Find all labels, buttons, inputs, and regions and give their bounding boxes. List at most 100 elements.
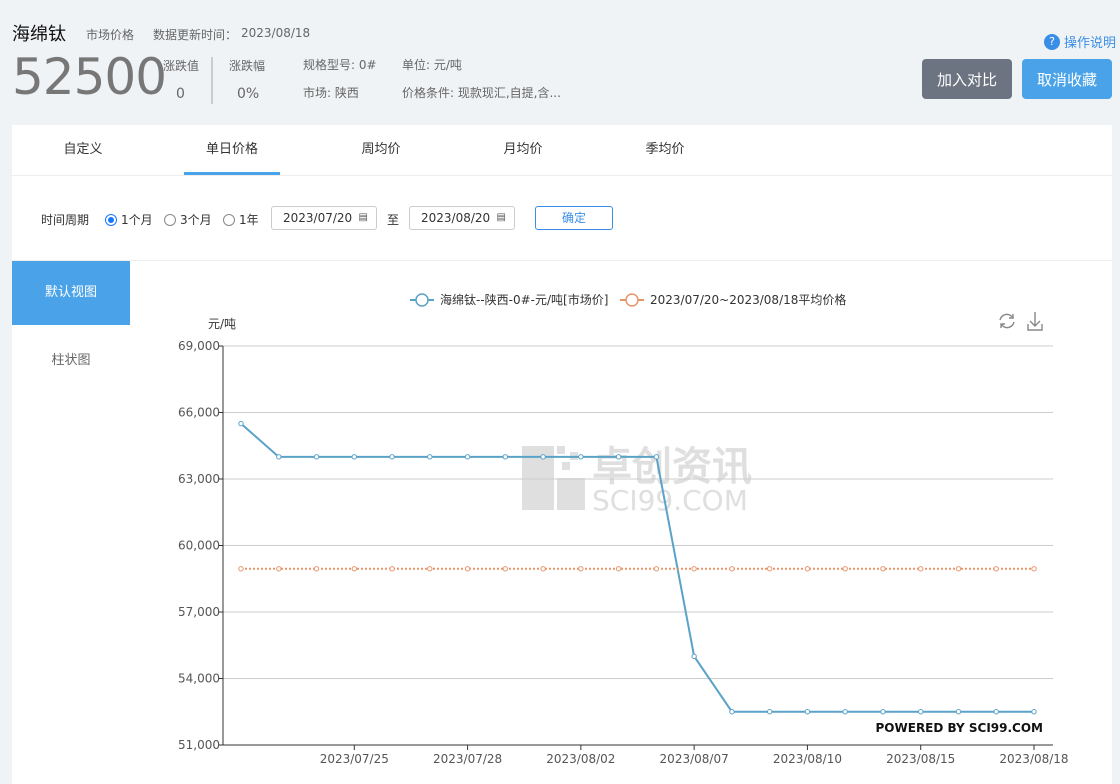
update-label: 数据更新时间：: [153, 28, 238, 42]
data-point[interactable]: [653, 566, 660, 572]
radio-3month[interactable]: 3个月: [164, 211, 212, 228]
radio-1month[interactable]: 1个月: [105, 211, 153, 228]
watermark-en: SCI99.COM: [592, 484, 748, 517]
data-point[interactable]: [313, 454, 320, 460]
change-value: 0: [176, 86, 185, 102]
data-point[interactable]: [540, 566, 546, 572]
data-point[interactable]: [993, 709, 999, 715]
y-tick-label: 51,000: [178, 738, 220, 752]
data-point[interactable]: [427, 454, 433, 460]
data-point[interactable]: [615, 454, 622, 460]
spec: 规格型号: 0#: [303, 58, 377, 72]
data-point[interactable]: [578, 566, 584, 572]
data-point[interactable]: [351, 454, 357, 460]
view-default[interactable]: 默认视图: [12, 261, 130, 325]
add-compare-button[interactable]: 加入对比: [922, 59, 1012, 99]
unfavorite-button[interactable]: 取消收藏: [1022, 59, 1112, 99]
start-date-input[interactable]: 2023/07/20 ▤: [271, 206, 377, 230]
data-point[interactable]: [880, 566, 886, 572]
data-point[interactable]: [804, 566, 811, 572]
data-point[interactable]: [1031, 709, 1037, 715]
start-date-value: 2023/07/20: [283, 211, 353, 225]
data-point[interactable]: [615, 566, 622, 572]
y-tick-label: 60,000: [178, 539, 220, 553]
download-icon[interactable]: [1027, 312, 1043, 331]
help-link[interactable]: ? 操作说明: [1043, 32, 1116, 51]
tab-custom[interactable]: 自定义: [63, 142, 103, 157]
data-point[interactable]: [502, 566, 509, 572]
data-point[interactable]: [653, 454, 660, 460]
data-point[interactable]: [351, 566, 357, 572]
market: 市场: 陕西: [303, 86, 359, 100]
data-point[interactable]: [389, 566, 395, 572]
data-point[interactable]: [427, 566, 433, 572]
x-tick-label: 2023/08/07: [660, 752, 729, 766]
tab-quarterly[interactable]: 季均价: [645, 142, 685, 157]
data-point[interactable]: [993, 566, 999, 572]
tab-daily[interactable]: 单日价格: [184, 125, 280, 175]
data-point[interactable]: [691, 653, 697, 660]
data-point[interactable]: [691, 566, 697, 572]
change-pct-value: 0%: [237, 86, 260, 102]
calendar-icon: ▤: [358, 212, 368, 223]
powered-by: POWERED BY SCI99.COM: [876, 721, 1043, 735]
x-tick-label: 2023/07/25: [320, 752, 389, 766]
end-date-input[interactable]: 2023/08/20 ▤: [409, 206, 515, 230]
data-point[interactable]: [955, 566, 962, 572]
data-point[interactable]: [502, 454, 509, 460]
tab-monthly[interactable]: 月均价: [503, 142, 543, 157]
change-pct-label: 涨跌幅: [229, 59, 266, 73]
data-point[interactable]: [578, 454, 584, 460]
data-point[interactable]: [276, 566, 282, 572]
data-point[interactable]: [238, 566, 244, 572]
radio-1year[interactable]: 1年: [223, 211, 259, 228]
y-tick-label: 57,000: [178, 605, 220, 619]
data-point[interactable]: [729, 566, 735, 572]
data-point[interactable]: [464, 454, 471, 460]
divider: [211, 57, 213, 104]
help-label: 操作说明: [1063, 36, 1116, 51]
x-tick-label: 2023/08/10: [773, 752, 842, 766]
data-point[interactable]: [766, 566, 773, 572]
refresh-icon[interactable]: [999, 313, 1015, 329]
data-point[interactable]: [804, 709, 811, 715]
data-point[interactable]: [464, 566, 471, 572]
x-tick-label: 2023/08/02: [546, 752, 615, 766]
data-point[interactable]: [389, 454, 395, 460]
watermark-cn: 卓创资讯: [592, 444, 752, 490]
update-date: 2023/08/18: [241, 26, 311, 40]
confirm-button[interactable]: 确定: [535, 206, 613, 230]
data-point[interactable]: [238, 420, 244, 427]
y-tick-label: 69,000: [178, 339, 220, 353]
legend-label[interactable]: 海绵钛--陕西-0#-元/吨[市场价]: [440, 292, 608, 307]
data-point[interactable]: [1031, 566, 1037, 572]
data-point[interactable]: [766, 709, 773, 715]
price-type: 市场价格: [86, 28, 135, 42]
data-point[interactable]: [955, 709, 962, 715]
option-label: 3个月: [180, 213, 212, 227]
y-axis-label: 元/吨: [208, 317, 236, 331]
data-point[interactable]: [313, 566, 320, 572]
data-point[interactable]: [540, 454, 546, 460]
x-tick-label: 2023/08/15: [886, 752, 955, 766]
question-icon: ?: [1043, 33, 1060, 50]
price-condition[interactable]: 价格条件: 现款现汇,自提,含...: [402, 86, 561, 100]
data-point[interactable]: [918, 566, 924, 572]
legend-label[interactable]: 2023/07/20~2023/08/18平均价格: [650, 292, 846, 307]
to-label: 至: [387, 213, 400, 227]
data-point[interactable]: [880, 709, 886, 715]
current-price: 52500: [12, 48, 167, 106]
tab-weekly[interactable]: 周均价: [361, 142, 401, 157]
data-point[interactable]: [918, 709, 924, 715]
data-point[interactable]: [276, 454, 282, 460]
data-point[interactable]: [729, 709, 735, 715]
x-tick-label: 2023/08/18: [999, 752, 1068, 766]
legend-marker-dot: [415, 293, 429, 307]
change-label: 涨跌值: [163, 59, 200, 73]
data-point[interactable]: [842, 566, 848, 572]
data-point[interactable]: [842, 709, 848, 715]
view-bar-chart[interactable]: 柱状图: [51, 353, 91, 368]
option-label: 1个月: [121, 213, 153, 227]
divider: [12, 175, 1112, 176]
